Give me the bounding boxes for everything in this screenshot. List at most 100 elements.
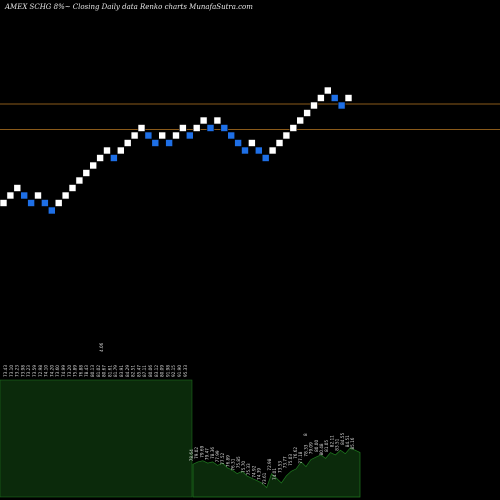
renko-brick-up [268, 146, 277, 155]
top-value-label: 91.90 [177, 365, 182, 377]
bottom-value-label: 73.61 [262, 472, 267, 484]
renko-brick-down [241, 146, 249, 155]
bottom-value-label: 80.00 [314, 440, 319, 452]
renko-brick-down [151, 139, 160, 147]
bottom-value-label: 83.51 [335, 438, 340, 450]
price-levels [0, 103, 500, 130]
top-value-label: 92.15 [171, 365, 176, 377]
bottom-value-label: 76.89 [225, 455, 230, 467]
bottom-marker-label: 8 [303, 433, 308, 436]
bottom-value-label: 74.39 [257, 468, 262, 480]
renko-brick-down [41, 199, 49, 207]
renko-brick-down [165, 139, 173, 147]
bottom-value-label: 73.53 [277, 461, 282, 473]
top-value-label: 80.09 [160, 365, 165, 377]
bottom-value-label: 77.52 [220, 452, 225, 464]
bottom-value-label: 78.64 [189, 449, 194, 461]
top-value-label: 73.59 [32, 365, 37, 377]
renko-brick-down [27, 199, 35, 207]
top-value-label: 74.20 [49, 365, 54, 377]
renko-brick-down [110, 154, 118, 162]
bottom-value-label: 76.62 [293, 447, 298, 459]
bottom-value-label: 78.36 [210, 447, 215, 459]
renko-brick-up [117, 146, 125, 155]
bottom-value-label: 84.51 [345, 435, 350, 447]
top-value-label: 80.13 [90, 365, 95, 377]
top-value-label: 83.12 [154, 365, 159, 377]
renko-brick-up [323, 86, 332, 95]
renko-brick-up [75, 176, 84, 185]
bottom-value-label: 78.33 [303, 444, 308, 456]
top-value-label: 73.98 [20, 365, 25, 377]
renko-brick-up [61, 191, 70, 200]
top-marker-label: 4.06 [99, 342, 104, 352]
bottom-value-label: 75.85 [236, 456, 241, 468]
top-value-label: 74.10 [44, 365, 49, 377]
renko-brick-up [130, 131, 139, 140]
renko-brick-up [0, 199, 8, 207]
bottom-value-label: 74.01 [272, 468, 277, 480]
top-value-label: 80.67 [102, 365, 107, 377]
renko-brick-down [206, 124, 215, 132]
renko-brick-down [20, 191, 29, 200]
top-value-label: 91.98 [165, 365, 170, 377]
top-value-label: 73.60 [55, 365, 60, 377]
top-value-label: 83.91 [119, 365, 124, 377]
bottom-value-label: 76.31 [231, 458, 236, 470]
bottom-value-label: 74.92 [251, 465, 256, 477]
bottom-value-label: 84.55 [340, 433, 345, 445]
top-value-label: 72.98 [38, 365, 43, 377]
bottom-value-label: 79.09 [309, 442, 314, 454]
renko-brick-up [6, 191, 15, 200]
bottom-value-label: 75.33 [246, 463, 251, 475]
renko-brick-up [303, 109, 311, 117]
bottom-value-label: 81.05 [324, 440, 329, 452]
bottom-value-label: 77.18 [298, 451, 303, 463]
top-value-label: 73.43 [3, 365, 8, 377]
bottom-value-label: 80.48 [319, 443, 324, 455]
renko-brick-down [227, 131, 235, 140]
bottom-value-label: 79.69 [199, 445, 204, 457]
renko-brick-down [337, 101, 346, 110]
renko-bricks [0, 86, 353, 215]
bottom-value-label: 75.70 [241, 461, 246, 473]
renko-brick-up [172, 131, 180, 140]
renko-brick-down [47, 206, 56, 215]
bottom-value-label: 79.47 [205, 448, 210, 460]
top-value-label: 78.43 [84, 365, 89, 377]
top-value-label: 81.79 [113, 365, 118, 377]
top-value-label: 84.29 [125, 365, 130, 377]
renko-brick-up [179, 124, 187, 132]
renko-brick-up [13, 184, 22, 192]
bottom-value-label: 75.03 [288, 454, 293, 466]
bottom-value-label: 72.98 [267, 458, 272, 470]
renko-brick-up [248, 139, 256, 147]
renko-brick-down [255, 146, 263, 155]
renko-brick-up [199, 116, 208, 125]
chart-title: AMEX SCHG 8%~ Closing Daily data Renko c… [5, 3, 253, 11]
renko-brick-down [261, 154, 270, 162]
renko-brick-up [68, 184, 77, 192]
renko-brick-up [137, 124, 146, 132]
volume-area-right [192, 447, 361, 498]
renko-brick-up [282, 131, 291, 140]
renko-brick-up [103, 146, 111, 155]
renko-brick-down [330, 94, 339, 102]
renko-brick-down [220, 124, 229, 132]
renko-brick-up [34, 191, 42, 200]
top-value-label: 73.20 [67, 365, 72, 377]
renko-brick-up [123, 139, 132, 147]
renko-brick-up [89, 161, 97, 170]
top-value-label: 95.33 [183, 365, 188, 377]
bottom-value-label: 85.16 [350, 437, 355, 449]
renko-brick-up [317, 94, 325, 102]
top-value-label: 73.23 [26, 365, 31, 377]
top-value-label: 80.06 [148, 365, 153, 377]
renko-brick-up [96, 154, 104, 162]
top-value-label: 76.88 [78, 365, 83, 377]
renko-brick-up [158, 131, 166, 140]
renko-brick-up [54, 199, 63, 207]
renko-brick-up [82, 169, 91, 177]
volume-block-left [0, 379, 193, 498]
